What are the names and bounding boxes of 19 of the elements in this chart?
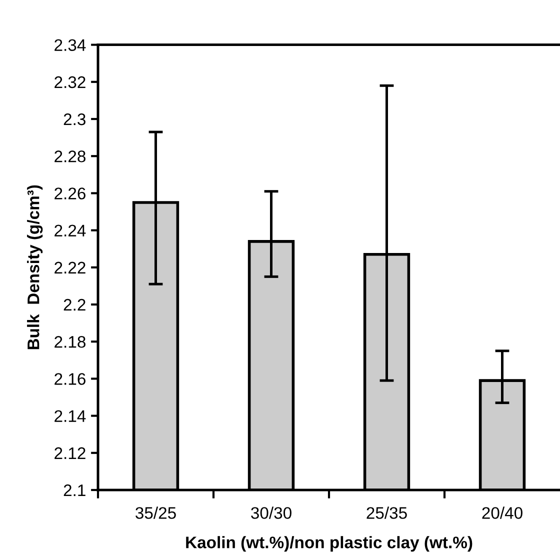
y-tick-label: 2.16	[54, 373, 86, 385]
y-tick-label: 2.28	[54, 150, 86, 162]
y-axis-title: Bulk Density (g/cm³)	[27, 185, 43, 350]
y-tick-label: 2.14	[54, 410, 86, 422]
x-tick-label: 30/30	[251, 506, 292, 519]
y-tick-label: 2.2	[64, 298, 86, 311]
y-tick-label: 2.3	[64, 113, 86, 126]
x-tick-label: 20/40	[482, 506, 522, 519]
y-tick-label: 2.1	[64, 484, 86, 496]
y-tick-label: 2.26	[54, 188, 86, 200]
x-axis-title: Kaolin (wt.%)/non plastic clay (wt.%)	[186, 536, 472, 552]
x-tick-label: 35/25	[136, 506, 176, 519]
y-tick-label: 2.32	[54, 76, 86, 88]
y-tick-label: 2.22	[54, 262, 86, 274]
y-tick-label: 2.12	[54, 447, 86, 459]
y-tick-label: 2.24	[54, 224, 86, 236]
y-tick-label: 2.18	[54, 336, 86, 348]
y-tick-label: 2.34	[54, 39, 86, 52]
x-tick-label: 25/35	[366, 506, 407, 519]
